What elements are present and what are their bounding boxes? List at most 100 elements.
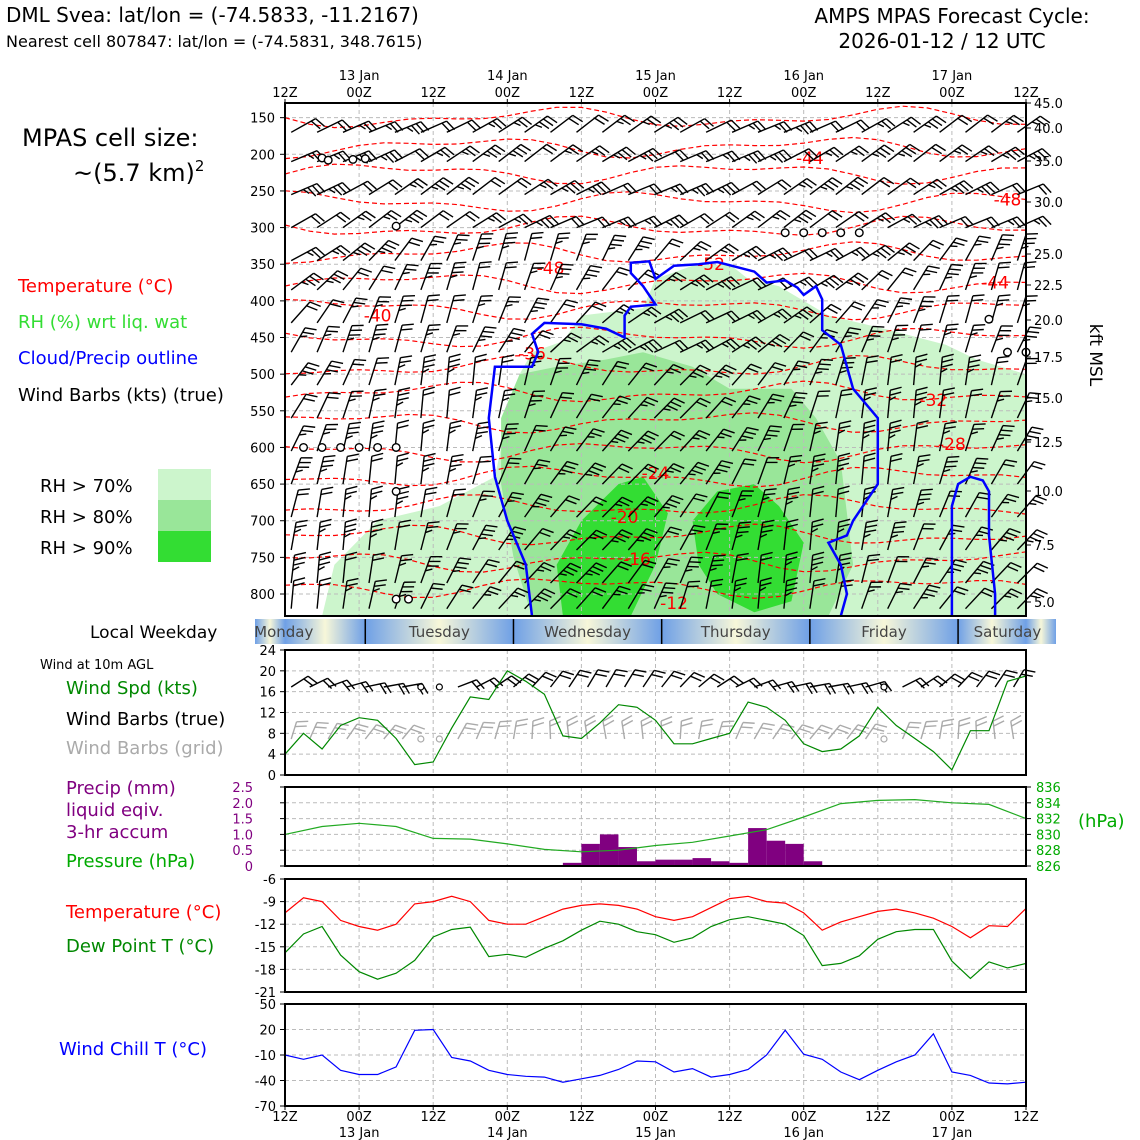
barb-feather: [761, 524, 774, 529]
wind-barb: [757, 209, 791, 229]
barb-feather: [649, 185, 658, 196]
barb-feather: [853, 179, 865, 188]
barb-feather: [425, 529, 433, 534]
barb-feather: [454, 261, 467, 264]
barb-feather: [375, 361, 388, 364]
wind-barb: [576, 529, 608, 551]
barb-feather: [306, 305, 318, 311]
barb-shaft: [754, 679, 774, 688]
barb-feather: [1041, 148, 1052, 157]
barb-feather: [433, 582, 445, 586]
barb-feather: [738, 498, 746, 501]
barb-feather: [805, 209, 817, 218]
barb-feather: [450, 458, 463, 463]
barb-feather: [957, 147, 969, 155]
barb-feather: [787, 463, 796, 468]
surface-wind-barb-grid: [660, 716, 673, 740]
barb-feather: [1005, 459, 1018, 463]
bottom-time-label: 00Z: [495, 1110, 521, 1125]
barb-feather: [639, 345, 647, 351]
barb-feather: [575, 216, 585, 226]
barb-feather: [355, 297, 368, 301]
wind-barb: [290, 213, 325, 229]
temperature-contour-line: [284, 136, 1027, 160]
wind-barb: [990, 390, 1013, 419]
wind-barb: [498, 457, 522, 485]
barb-feather: [787, 491, 800, 496]
barb-feather: [464, 179, 476, 188]
barb-feather: [424, 354, 437, 359]
barb-feather: [370, 495, 378, 500]
barb-feather: [969, 354, 982, 359]
barb-feather: [855, 249, 866, 259]
barb-feather: [346, 582, 358, 587]
surface-wind-barb-grid: [1010, 714, 1023, 740]
barb-feather: [938, 215, 948, 225]
surface-wind-barb-grid: [975, 715, 988, 740]
wind-barb: [809, 421, 828, 452]
barb-feather: [569, 529, 581, 536]
wind-barb: [783, 577, 799, 609]
wind-barb: [394, 294, 415, 324]
wind-barb: [498, 491, 524, 518]
barb-feather: [590, 340, 599, 345]
barb-feather: [973, 423, 986, 426]
barb-feather: [507, 300, 520, 303]
barb-feather: [826, 328, 838, 334]
barb-feather: [695, 433, 707, 440]
barb-feather: [1042, 183, 1052, 194]
wind-barb: [705, 428, 735, 452]
barb-feather: [354, 727, 366, 732]
wind-barb: [342, 324, 364, 353]
barb-feather: [827, 180, 839, 188]
barb-feather: [763, 437, 771, 441]
barb-feather: [317, 565, 325, 571]
barb-feather: [411, 237, 424, 243]
barb-feather: [466, 722, 479, 726]
temperature-contour-line: [284, 272, 1027, 295]
cell-size-value: ~(5.7 km)2: [73, 157, 204, 187]
barb-feather: [295, 519, 308, 524]
barb-feather: [293, 561, 305, 566]
barb-feather: [402, 683, 410, 694]
barb-feather: [748, 154, 758, 164]
barb-feather: [401, 299, 414, 302]
barb-feather: [667, 530, 680, 535]
barb-feather: [1032, 499, 1044, 505]
barb-feather: [924, 725, 937, 728]
wind-barb: [523, 424, 548, 452]
barb-feather: [306, 251, 314, 257]
barb-feather: [716, 496, 729, 500]
barb-feather: [812, 463, 825, 467]
wind-barb: [913, 143, 946, 163]
barb-feather: [704, 339, 715, 349]
barb-feather: [863, 533, 871, 538]
barb-feather: [907, 216, 918, 225]
wind-barb: [575, 233, 598, 261]
panel-tick-label: 0: [268, 769, 276, 784]
barb-feather: [588, 359, 601, 362]
barb-feather: [854, 148, 865, 157]
barb-shaft: [327, 723, 338, 740]
barb-feather: [1035, 495, 1047, 501]
wind-barb: [316, 299, 345, 324]
wind-barb: [653, 308, 689, 324]
wind-barb: [394, 323, 414, 353]
barb-feather: [781, 179, 792, 188]
barb-feather: [563, 303, 576, 308]
barb-feather: [592, 186, 602, 196]
barb-shaft: [846, 724, 859, 740]
wind-barb: [887, 486, 905, 518]
wind-barb: [601, 304, 635, 324]
barb-feather: [379, 683, 387, 695]
barb-feather: [328, 392, 341, 395]
barb-feather: [400, 590, 413, 593]
barb-feather: [711, 578, 724, 582]
pressure-tick-label: 250: [250, 185, 275, 200]
barb-feather: [839, 420, 852, 425]
wind-barb: [887, 354, 903, 386]
barb-feather: [900, 297, 913, 301]
barb-feather: [498, 725, 511, 728]
barb-feather: [482, 153, 491, 158]
barb-feather: [521, 116, 533, 125]
